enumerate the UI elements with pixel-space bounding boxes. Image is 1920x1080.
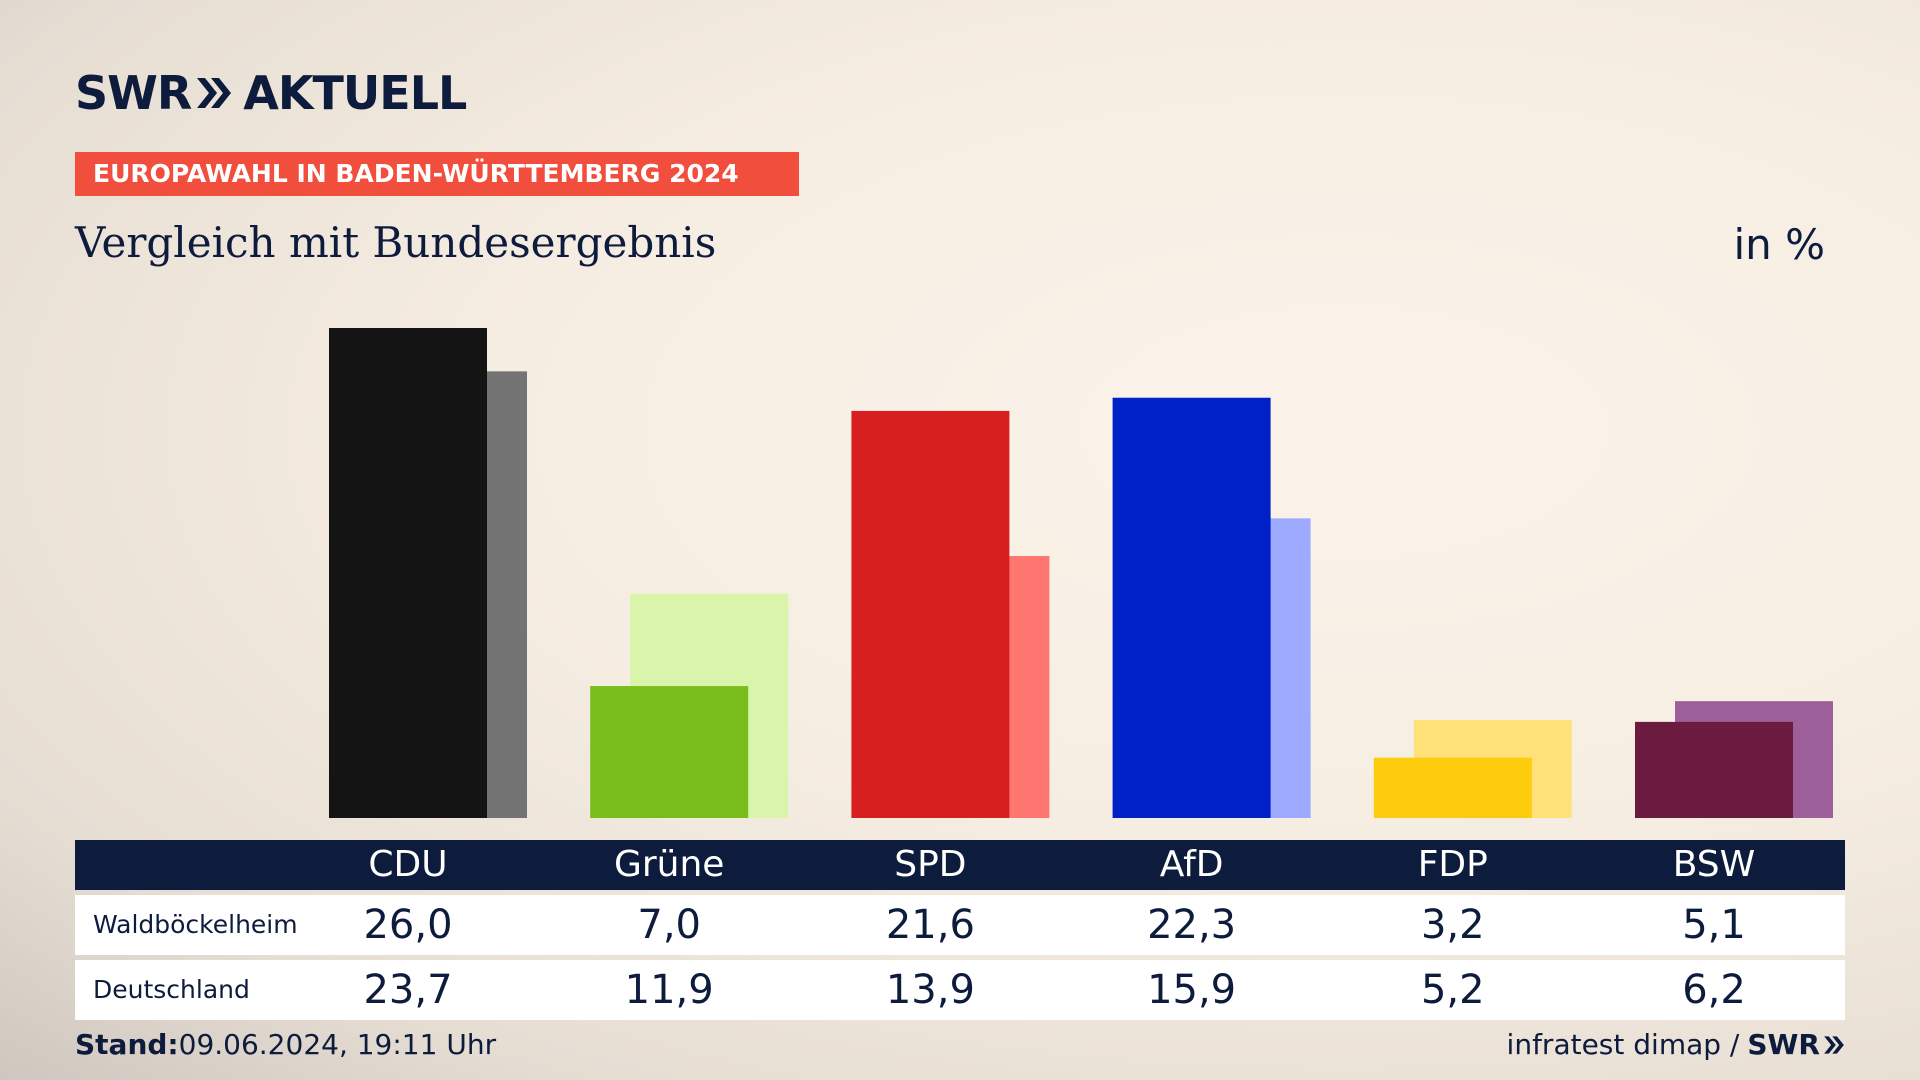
- stand-value: 09.06.2024, 19:11 Uhr: [178, 1028, 497, 1061]
- column-header-cdu: CDU: [368, 844, 448, 885]
- logo-aktuell-text: AKTUELL: [243, 66, 467, 120]
- bar-waldboeckelheim-cdu: [329, 328, 487, 818]
- table-cell-value: 26,0: [363, 902, 453, 948]
- unit-label: in %: [1733, 220, 1825, 269]
- table-cell-value: 23,7: [363, 967, 453, 1013]
- column-header-grüne: Grüne: [613, 844, 725, 885]
- logo-swr-text: SWR: [75, 66, 192, 120]
- table-cell-value: 21,6: [885, 902, 975, 948]
- table-cell-value: 15,9: [1147, 967, 1237, 1013]
- bar-chart: [329, 328, 1833, 818]
- table-cell-value: 5,1: [1682, 902, 1746, 948]
- table-row-deutschland: Deutschland 23,7 11,9 13,9 15,9 5,2 6,2: [75, 960, 1845, 1020]
- table-cell-value: 13,9: [885, 967, 975, 1013]
- double-chevron-icon: [1824, 1035, 1844, 1054]
- table-cell-value: 7,0: [637, 902, 701, 948]
- table-cell-value: 6,2: [1682, 967, 1746, 1013]
- table-cell-value: 11,9: [624, 967, 714, 1013]
- election-banner: EUROPAWAHL IN BADEN-WÜRTTEMBERG 2024: [75, 152, 799, 196]
- double-chevron-icon: [197, 78, 232, 108]
- column-header-fdp: FDP: [1417, 844, 1488, 885]
- stand-label: Stand:: [75, 1028, 179, 1061]
- source-brand: SWR: [1747, 1028, 1820, 1061]
- row-label: Waldböckelheim: [93, 910, 298, 939]
- bar-waldboeckelheim-bsw: [1635, 721, 1793, 818]
- swr-aktuell-logo: SWR AKTUELL: [75, 66, 467, 120]
- table-row-waldboeckelheim: Waldböckelheim 26,0 7,0 21,6 22,3 3,2 5,1: [75, 895, 1845, 955]
- chart-subtitle: Vergleich mit Bundesergebnis: [75, 218, 717, 267]
- bar-waldboeckelheim-grüne: [590, 686, 749, 818]
- column-header-spd: SPD: [894, 844, 967, 885]
- column-header-afd: AfD: [1159, 844, 1224, 885]
- results-table: CDU Grüne SPD AfD FDP BSW Waldböckelheim 26,0…: [75, 840, 1845, 1020]
- table-cell-value: 22,3: [1147, 902, 1237, 948]
- table-cell-value: 3,2: [1420, 902, 1485, 948]
- source-text: infratest dimap /: [1506, 1028, 1740, 1061]
- table-header-row: CDU Grüne SPD AfD FDP BSW: [75, 840, 1845, 890]
- row-label: Deutschland: [93, 975, 250, 1004]
- bar-waldboeckelheim-afd: [1112, 397, 1271, 818]
- bar-waldboeckelheim-fdp: [1373, 757, 1532, 818]
- source-credit: infratest dimap / SWR: [1507, 1028, 1845, 1061]
- timestamp: Stand:09.06.2024, 19:11 Uhr: [75, 1028, 496, 1061]
- table-cell-value: 5,2: [1420, 967, 1485, 1013]
- column-header-bsw: BSW: [1672, 844, 1756, 885]
- bar-waldboeckelheim-spd: [851, 410, 1010, 818]
